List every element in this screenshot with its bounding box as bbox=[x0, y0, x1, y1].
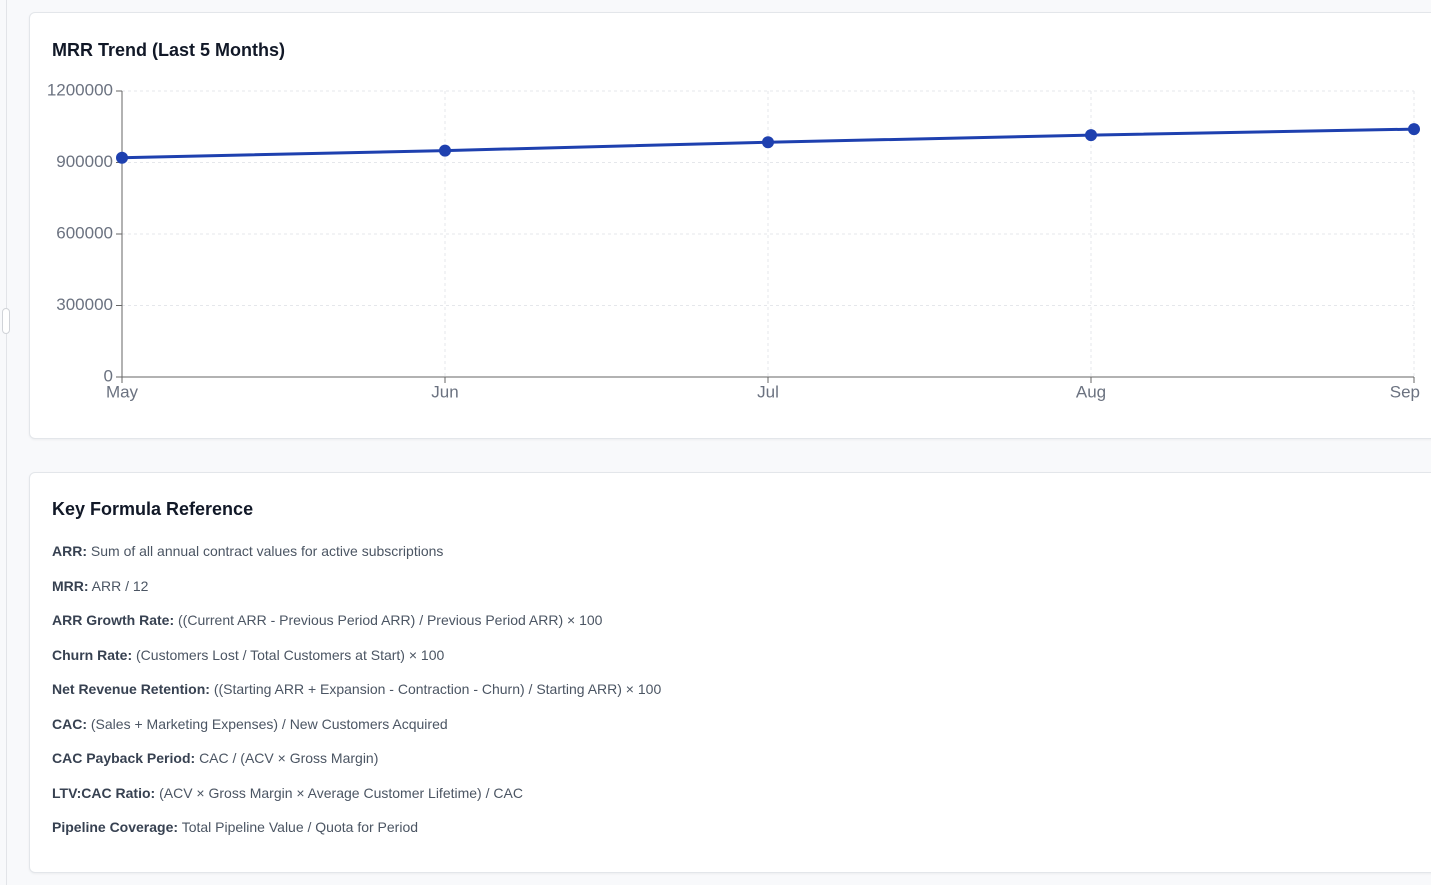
data-point bbox=[762, 136, 774, 149]
formula-item: Churn Rate: (Customers Lost / Total Cust… bbox=[52, 645, 661, 680]
formula-definition: ARR / 12 bbox=[91, 577, 149, 594]
formula-item: ARR: Sum of all annual contract values f… bbox=[52, 541, 661, 576]
formula-term: LTV:CAC Ratio: bbox=[52, 784, 156, 801]
formula-term: MRR: bbox=[52, 577, 89, 594]
formula-card: Key Formula Reference ARR: Sum of all an… bbox=[29, 472, 1431, 873]
resize-handle[interactable] bbox=[2, 308, 10, 334]
formula-title: Key Formula Reference bbox=[52, 499, 254, 519]
y-tick-label: 600000 bbox=[56, 223, 113, 242]
y-tick-label: 1200000 bbox=[48, 80, 113, 99]
formula-term: Net Revenue Retention: bbox=[52, 681, 210, 697]
formula-item: CAC: (Sales + Marketing Expenses) / New … bbox=[52, 714, 661, 749]
formula-definition: ((Current ARR - Previous Period ARR) / P… bbox=[178, 612, 603, 628]
formula-item: LTV:CAC Ratio: (ACV × Gross Margin × Ave… bbox=[52, 783, 661, 818]
chart: 0 300000 600000 900000 1200000 May Jun Jul Aug Se… bbox=[48, 80, 1420, 401]
formula-definition: Total Pipeline Value / Quota for Period bbox=[181, 819, 419, 835]
data-point bbox=[439, 144, 451, 157]
formula-term: CAC: bbox=[52, 715, 87, 732]
formula-definition: ((Starting ARR + Expansion - Contraction… bbox=[213, 681, 662, 697]
formula-list: ARR: Sum of all annual contract values f… bbox=[52, 541, 661, 852]
data-point bbox=[1085, 129, 1097, 142]
formula-item: CAC Payback Period: CAC / (ACV × Gross M… bbox=[52, 748, 661, 783]
formula-term: CAC Payback Period: bbox=[52, 750, 196, 766]
formula-definition: CAC / (ACV × Gross Margin) bbox=[199, 750, 379, 766]
data-point bbox=[116, 151, 128, 164]
formula-item: ARR Growth Rate: ((Current ARR - Previou… bbox=[52, 610, 661, 645]
x-tick-label: May bbox=[106, 382, 139, 401]
y-tick-label: 900000 bbox=[56, 152, 113, 171]
formula-term: ARR: bbox=[52, 543, 87, 559]
formula-item: MRR: ARR / 12 bbox=[52, 576, 661, 611]
formula-definition: (Customers Lost / Total Customers at Sta… bbox=[136, 646, 445, 663]
formula-term: ARR Growth Rate: bbox=[52, 612, 175, 628]
formula-definition: (ACV × Gross Margin × Average Customer L… bbox=[159, 784, 523, 801]
formula-term: Churn Rate: bbox=[52, 646, 133, 663]
formula-definition: Sum of all annual contract values for ac… bbox=[90, 543, 444, 559]
x-tick-label: Sep bbox=[1390, 382, 1420, 401]
y-tick-label: 300000 bbox=[56, 295, 113, 314]
chart-title: MRR Trend (Last 5 Months) bbox=[52, 40, 285, 60]
formula-term: Pipeline Coverage: bbox=[52, 819, 179, 835]
data-point bbox=[1408, 123, 1420, 136]
formula-item: Net Revenue Retention: ((Starting ARR + … bbox=[52, 679, 661, 714]
formula-definition: (Sales + Marketing Expenses) / New Custo… bbox=[90, 715, 448, 732]
x-tick-label: Jul bbox=[757, 382, 779, 401]
panel-edge bbox=[6, 0, 7, 885]
x-tick-label: Jun bbox=[431, 382, 458, 401]
chart-card: MRR Trend (Last 5 Months) bbox=[29, 12, 1431, 439]
y-tick-label: 0 bbox=[104, 366, 113, 385]
x-tick-label: Aug bbox=[1076, 382, 1106, 401]
formula-item: Pipeline Coverage: Total Pipeline Value … bbox=[52, 817, 661, 852]
